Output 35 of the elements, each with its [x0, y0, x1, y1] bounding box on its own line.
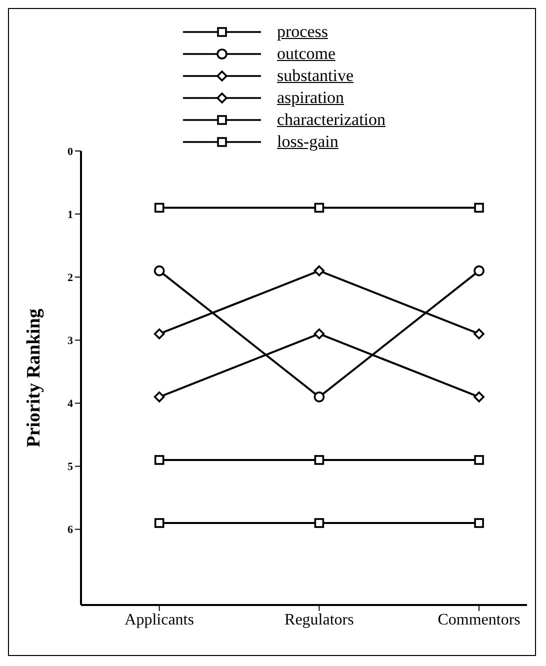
point — [154, 518, 164, 528]
point — [314, 265, 325, 276]
y-tick-label: 5 — [68, 461, 74, 474]
y-tick-label: 2 — [68, 272, 74, 284]
x-tick-label: Regulators — [284, 611, 354, 628]
x-tick-label: Applicants — [124, 611, 194, 628]
legend-label: process — [277, 22, 328, 42]
point — [474, 265, 484, 276]
point — [154, 455, 164, 465]
point — [314, 455, 324, 465]
point — [314, 328, 325, 340]
legend-label: characterization — [277, 110, 386, 130]
point — [314, 202, 324, 213]
y-tick-label: 3 — [68, 335, 74, 348]
point — [314, 392, 325, 402]
y-tick-label: 0 — [68, 146, 74, 158]
point — [474, 202, 484, 213]
point — [474, 328, 484, 340]
x-tick-label: Commentors — [438, 611, 520, 628]
legend-label: loss-gain — [277, 132, 338, 152]
point — [154, 328, 165, 340]
point — [154, 265, 165, 276]
point — [154, 392, 165, 402]
point — [154, 202, 164, 213]
point — [474, 455, 484, 465]
y-tick-label: 4 — [68, 398, 74, 410]
y-tick-label: 1 — [68, 208, 73, 221]
point — [474, 518, 484, 528]
y-axis-title: Priority Ranking — [24, 308, 45, 448]
y-tick-label: 6 — [68, 524, 74, 536]
legend-label: aspiration — [277, 88, 344, 108]
point — [474, 392, 484, 402]
legend-label: outcome — [277, 44, 336, 64]
point — [314, 518, 324, 528]
legend-label: substantive — [277, 66, 354, 86]
